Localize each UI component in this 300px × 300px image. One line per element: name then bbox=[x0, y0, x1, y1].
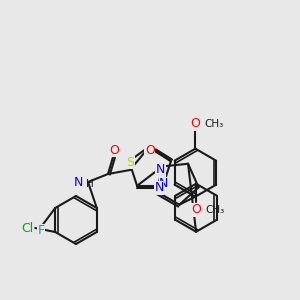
Text: N: N bbox=[156, 163, 165, 176]
Text: CH₃: CH₃ bbox=[204, 119, 224, 129]
Text: H: H bbox=[86, 179, 94, 189]
Text: F: F bbox=[38, 224, 45, 238]
Text: N: N bbox=[159, 177, 169, 190]
Text: S: S bbox=[126, 156, 134, 169]
Text: O: O bbox=[191, 203, 201, 216]
Text: O: O bbox=[109, 143, 119, 157]
Text: N: N bbox=[73, 176, 83, 190]
Text: O: O bbox=[145, 144, 155, 157]
Text: CH₃: CH₃ bbox=[205, 205, 224, 215]
Text: O: O bbox=[190, 117, 200, 130]
Text: Cl: Cl bbox=[21, 221, 33, 235]
Text: N: N bbox=[154, 181, 164, 194]
